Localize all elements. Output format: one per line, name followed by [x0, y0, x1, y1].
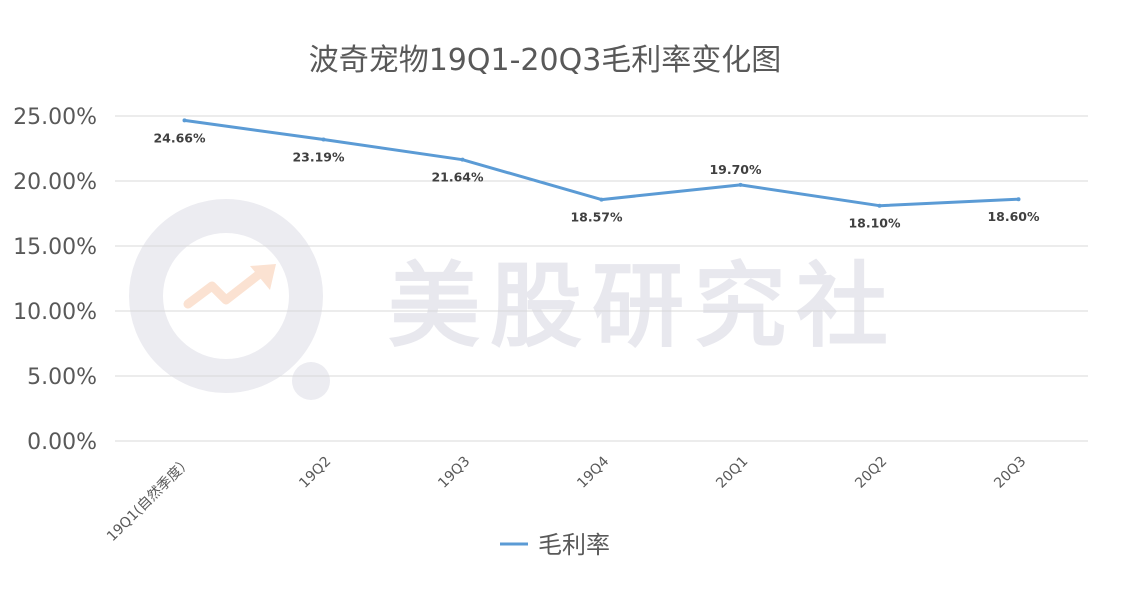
y-tick-label: 15.00%: [13, 235, 97, 260]
data-label: 23.19%: [292, 150, 345, 165]
data-label: 24.66%: [153, 130, 206, 145]
data-point: [738, 182, 743, 187]
data-point: [460, 157, 465, 162]
watermark-logo-dot: [292, 362, 330, 400]
x-tick-label: 20Q1: [713, 454, 751, 492]
y-tick-label: 10.00%: [13, 300, 97, 325]
y-tick-label: 5.00%: [27, 365, 97, 390]
chart-title: 波奇宠物19Q1-20Q3毛利率变化图: [309, 43, 782, 78]
y-tick-label: 20.00%: [13, 170, 97, 195]
watermark-arrowhead-icon: [250, 264, 276, 290]
watermark: 美股研究社: [129, 199, 898, 400]
x-tick-label: 19Q2: [296, 454, 334, 492]
legend: 毛利率: [500, 531, 610, 559]
data-point: [599, 197, 604, 202]
data-point: [877, 203, 882, 208]
watermark-text: 美股研究社: [388, 253, 898, 360]
data-label: 18.57%: [570, 210, 623, 225]
y-tick-label: 25.00%: [13, 105, 97, 130]
watermark-arrow-icon: [183, 267, 267, 309]
data-point: [321, 137, 326, 142]
data-point: [1016, 197, 1021, 202]
x-tick-label: 19Q3: [435, 454, 473, 492]
data-label: 18.10%: [848, 216, 901, 231]
x-tick-label: 19Q1(自然季度）: [103, 453, 195, 545]
legend-label: 毛利率: [538, 531, 610, 559]
x-tick-label: 20Q2: [852, 454, 890, 492]
x-tick-label: 20Q3: [991, 454, 1029, 492]
y-axis-tick-labels: 0.00% 5.00% 10.00% 15.00% 20.00% 25.00%: [13, 105, 97, 455]
data-point: [182, 118, 187, 123]
data-label: 18.60%: [987, 209, 1040, 224]
data-label: 21.64%: [431, 170, 484, 185]
data-labels: 24.66% 23.19% 21.64% 18.57% 19.70% 18.10% 18.6…: [153, 130, 1040, 230]
data-label: 19.70%: [709, 162, 762, 177]
series-layer: [182, 118, 1021, 208]
gridlines: [115, 115, 1088, 442]
y-tick-label: 0.00%: [27, 430, 97, 455]
x-tick-label: 19Q4: [574, 453, 612, 491]
